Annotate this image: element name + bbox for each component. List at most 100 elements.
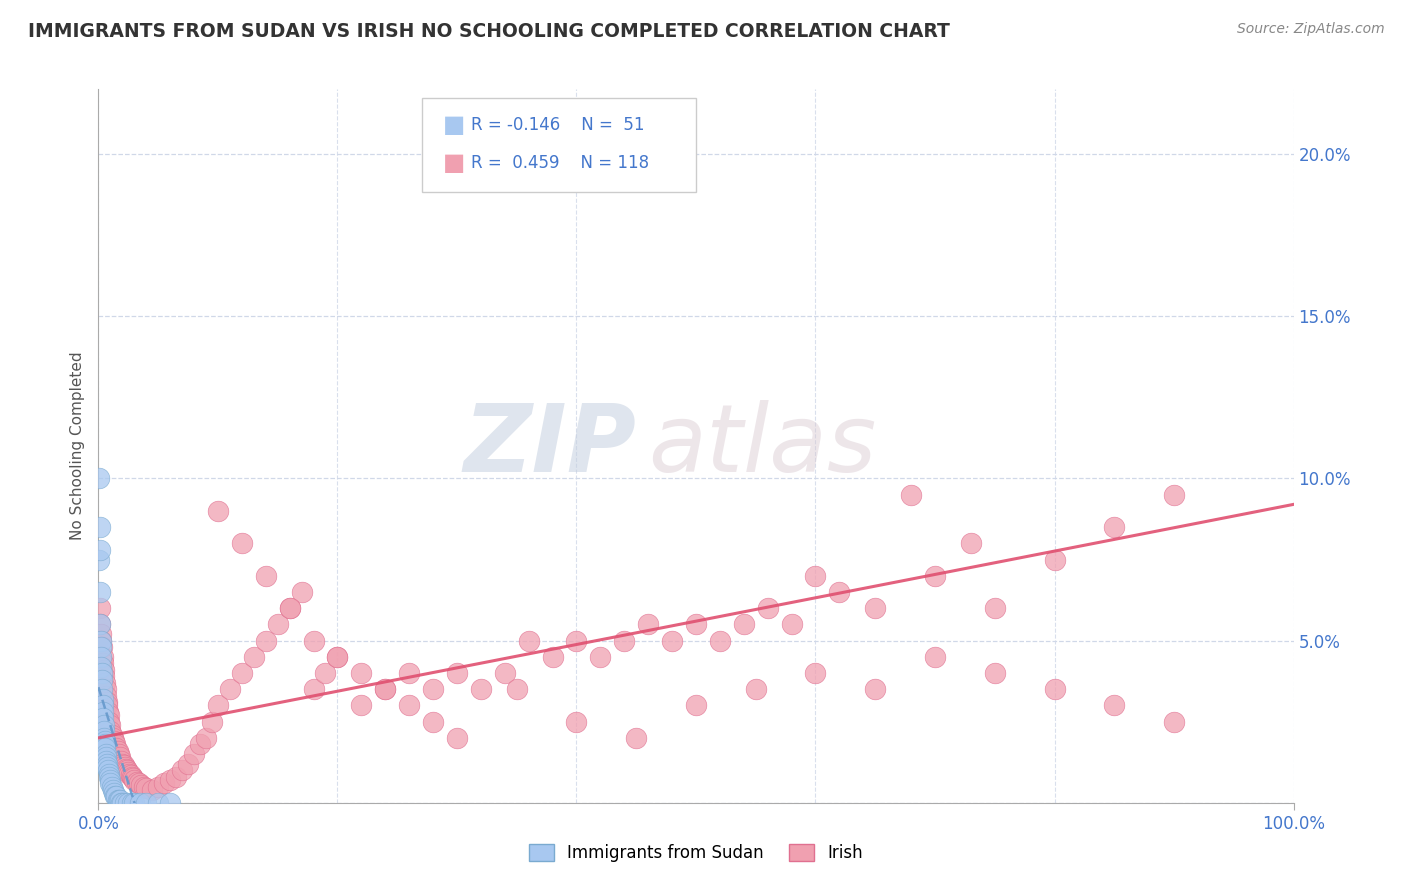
- Point: [107, 744, 129, 758]
- Point: [183, 747, 205, 761]
- Text: atlas: atlas: [648, 401, 876, 491]
- Point: [94, 740, 117, 755]
- Text: R =  0.459    N = 118: R = 0.459 N = 118: [471, 154, 650, 172]
- Point: [97, 705, 120, 719]
- Point: [103, 734, 125, 748]
- Text: ■: ■: [443, 113, 465, 136]
- Point: [1104, 698, 1126, 713]
- Point: [315, 666, 337, 681]
- Point: [112, 758, 135, 772]
- Point: [350, 666, 373, 681]
- Point: [267, 617, 290, 632]
- Point: [254, 568, 277, 582]
- Point: [114, 796, 136, 810]
- Point: [326, 649, 349, 664]
- Point: [733, 617, 755, 632]
- Point: [172, 764, 194, 778]
- Point: [302, 682, 325, 697]
- Point: [115, 762, 138, 776]
- Point: [231, 536, 253, 550]
- Point: [159, 773, 181, 788]
- Point: [104, 789, 127, 804]
- Legend: Immigrants from Sudan, Irish: Immigrants from Sudan, Irish: [529, 844, 863, 863]
- Point: [685, 698, 707, 713]
- Point: [121, 770, 143, 784]
- Point: [87, 471, 110, 485]
- Point: [93, 663, 115, 677]
- Point: [541, 649, 564, 664]
- Point: [135, 796, 157, 810]
- Point: [91, 682, 114, 697]
- Point: [188, 738, 211, 752]
- Point: [120, 768, 142, 782]
- Point: [865, 682, 887, 697]
- Point: [100, 780, 122, 794]
- Point: [98, 714, 121, 729]
- Text: R = -0.146    N =  51: R = -0.146 N = 51: [471, 116, 644, 134]
- Point: [924, 649, 946, 664]
- Point: [129, 796, 152, 810]
- Point: [107, 792, 129, 806]
- Point: [94, 750, 117, 764]
- Point: [118, 766, 141, 780]
- Point: [89, 617, 111, 632]
- Y-axis label: No Schooling Completed: No Schooling Completed: [69, 351, 84, 541]
- Point: [100, 728, 122, 742]
- Point: [96, 760, 118, 774]
- Point: [589, 649, 612, 664]
- Point: [110, 796, 132, 810]
- Point: [148, 780, 170, 794]
- Point: [89, 585, 111, 599]
- Point: [1163, 488, 1185, 502]
- Point: [1163, 714, 1185, 729]
- Point: [219, 682, 242, 697]
- Text: ZIP: ZIP: [464, 400, 637, 492]
- Point: [159, 796, 181, 810]
- Point: [91, 698, 114, 713]
- Point: [125, 774, 148, 789]
- Point: [177, 756, 200, 771]
- Point: [103, 786, 125, 800]
- Point: [302, 633, 325, 648]
- Point: [90, 659, 112, 673]
- Point: [804, 666, 827, 681]
- Point: [115, 764, 138, 778]
- Point: [984, 601, 1007, 615]
- Point: [105, 789, 128, 804]
- Point: [96, 695, 118, 709]
- Point: [201, 714, 224, 729]
- Point: [661, 633, 683, 648]
- Point: [494, 666, 516, 681]
- Point: [398, 698, 420, 713]
- Point: [470, 682, 492, 697]
- Point: [101, 782, 124, 797]
- Point: [828, 585, 851, 599]
- Point: [93, 669, 115, 683]
- Point: [124, 773, 146, 788]
- Point: [89, 552, 111, 566]
- Point: [98, 718, 121, 732]
- Point: [108, 792, 131, 806]
- Point: [93, 731, 115, 745]
- Point: [517, 633, 540, 648]
- Point: [101, 731, 124, 745]
- Point: [93, 734, 115, 748]
- Text: IMMIGRANTS FROM SUDAN VS IRISH NO SCHOOLING COMPLETED CORRELATION CHART: IMMIGRANTS FROM SUDAN VS IRISH NO SCHOOL…: [28, 22, 950, 41]
- Point: [398, 666, 420, 681]
- Point: [111, 796, 134, 810]
- Point: [111, 756, 134, 771]
- Point: [637, 617, 659, 632]
- Point: [97, 764, 120, 778]
- Point: [89, 520, 111, 534]
- Point: [98, 770, 121, 784]
- Point: [446, 666, 468, 681]
- Point: [1104, 520, 1126, 534]
- Point: [207, 504, 229, 518]
- Point: [165, 770, 187, 784]
- Point: [148, 796, 170, 810]
- Point: [243, 649, 266, 664]
- Point: [924, 568, 946, 582]
- Point: [780, 617, 803, 632]
- Point: [90, 640, 112, 654]
- Point: [254, 633, 277, 648]
